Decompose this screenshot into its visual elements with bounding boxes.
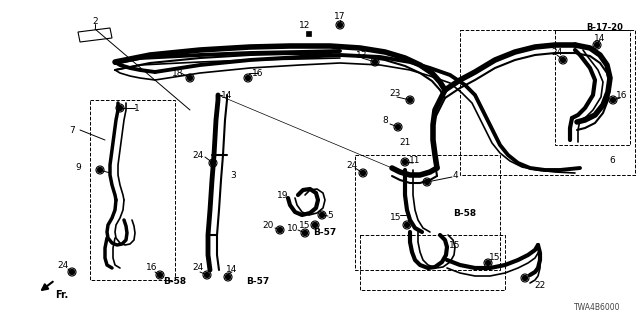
Text: 24: 24	[193, 263, 204, 273]
Text: 20: 20	[262, 220, 274, 229]
Circle shape	[403, 159, 408, 164]
Text: 16: 16	[252, 68, 264, 77]
Circle shape	[278, 228, 282, 233]
Text: 15: 15	[449, 241, 461, 250]
Circle shape	[404, 222, 410, 228]
Text: 15: 15	[300, 220, 311, 229]
Text: 12: 12	[300, 20, 310, 29]
Text: B-58: B-58	[163, 277, 187, 286]
Circle shape	[396, 124, 401, 130]
Circle shape	[157, 273, 163, 277]
Text: 3: 3	[230, 171, 236, 180]
Text: 13: 13	[356, 51, 368, 60]
Bar	[305, 30, 310, 36]
Text: 11: 11	[409, 156, 420, 164]
Text: 18: 18	[172, 68, 184, 77]
Bar	[360, 235, 505, 290]
Text: 16: 16	[147, 263, 157, 273]
Bar	[555, 30, 630, 145]
Bar	[355, 155, 500, 270]
Text: 7: 7	[69, 125, 75, 134]
Text: 1: 1	[134, 103, 140, 113]
Circle shape	[319, 212, 324, 218]
Circle shape	[611, 98, 616, 102]
Circle shape	[522, 276, 527, 281]
Circle shape	[225, 275, 230, 279]
Circle shape	[205, 273, 209, 277]
Text: 15: 15	[390, 212, 402, 221]
Circle shape	[486, 260, 490, 266]
Circle shape	[118, 106, 122, 110]
Text: 8: 8	[382, 116, 388, 124]
Text: 17: 17	[334, 12, 346, 20]
Circle shape	[312, 222, 317, 228]
Text: 19: 19	[277, 190, 289, 199]
Circle shape	[211, 161, 216, 165]
Text: 9: 9	[75, 163, 81, 172]
Text: 22: 22	[534, 281, 546, 290]
Text: 24: 24	[552, 47, 563, 57]
Text: 5: 5	[327, 211, 333, 220]
Text: B-58: B-58	[453, 209, 477, 218]
Text: B-57: B-57	[314, 228, 337, 236]
Circle shape	[246, 76, 250, 81]
Text: 24: 24	[346, 161, 358, 170]
Circle shape	[337, 22, 342, 28]
Text: Fr.: Fr.	[55, 290, 68, 300]
Bar	[460, 30, 635, 175]
Circle shape	[360, 171, 365, 175]
Text: B-57: B-57	[246, 277, 269, 286]
Text: 16: 16	[616, 91, 628, 100]
Circle shape	[372, 60, 378, 65]
Text: 24: 24	[58, 260, 68, 269]
Text: 4: 4	[452, 171, 458, 180]
Circle shape	[303, 230, 307, 236]
Text: 23: 23	[389, 89, 401, 98]
Text: TWA4B6000: TWA4B6000	[573, 303, 620, 313]
Text: 21: 21	[399, 138, 411, 147]
Circle shape	[408, 98, 413, 102]
Text: 14: 14	[595, 34, 605, 43]
Text: 6: 6	[609, 156, 615, 164]
Circle shape	[595, 43, 600, 47]
Circle shape	[97, 167, 102, 172]
Text: 14: 14	[227, 266, 237, 275]
Text: 15: 15	[489, 252, 500, 261]
Text: 2: 2	[92, 17, 98, 26]
Text: B-17-20: B-17-20	[586, 23, 623, 32]
Circle shape	[188, 76, 193, 81]
Circle shape	[70, 269, 74, 275]
Text: 14: 14	[221, 91, 233, 100]
Text: 10: 10	[287, 223, 299, 233]
Circle shape	[561, 58, 566, 62]
Bar	[90, 100, 175, 280]
Text: 24: 24	[193, 150, 204, 159]
Circle shape	[424, 180, 429, 185]
